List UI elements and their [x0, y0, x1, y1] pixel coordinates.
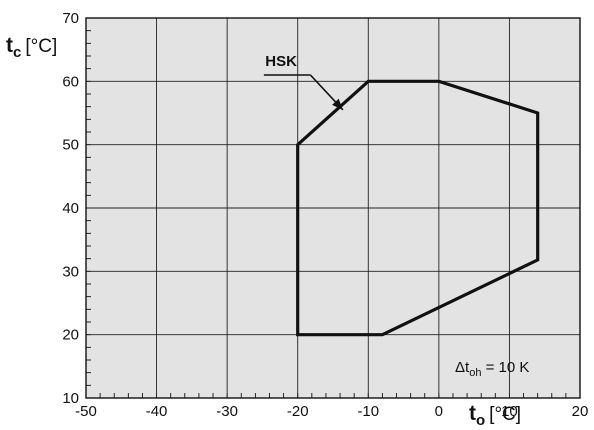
- y-axis-subscript: c: [13, 44, 21, 61]
- x-tick-label: 0: [435, 403, 443, 420]
- series-label-hsk: HSK: [265, 53, 297, 70]
- x-tick-label: 20: [572, 403, 589, 420]
- x-tick-label: -10: [357, 403, 379, 420]
- x-tick-label: -50: [75, 403, 97, 420]
- y-axis-title: tc [°C]: [6, 34, 57, 61]
- x-axis-subscript: o: [476, 412, 485, 429]
- y-tick-label: 60: [62, 73, 79, 90]
- x-tick-label: -40: [146, 403, 168, 420]
- y-tick-label: 30: [62, 263, 79, 280]
- y-tick-label: 70: [62, 10, 79, 27]
- hsk-arrowhead: [332, 98, 343, 110]
- y-tick-label: 10: [62, 390, 79, 407]
- y-tick-label: 50: [62, 137, 79, 154]
- annotation-delta: Δ: [455, 359, 465, 376]
- annotation-subscript: oh: [469, 367, 481, 379]
- x-axis-unit: [°C]: [489, 404, 521, 425]
- x-axis-symbol: t: [469, 402, 476, 425]
- y-axis-unit: [°C]: [25, 36, 57, 57]
- y-tick-label: 40: [62, 200, 79, 217]
- series-outline-hsk: [296, 79, 540, 337]
- series-layer: [296, 79, 540, 337]
- hsk-leader: [263, 74, 344, 111]
- y-tick-label: 20: [62, 327, 79, 344]
- annotation-symbol: t: [465, 359, 470, 376]
- x-tick-labels: -50 -40 -30 -20 -10 0 10 20: [75, 403, 588, 420]
- x-tick-label: -20: [287, 403, 309, 420]
- x-tick-label: 10: [501, 403, 518, 420]
- plot-frame: [85, 17, 581, 399]
- x-axis-title: to [°C]: [469, 402, 521, 429]
- superheat-annotation: Δtoh = 10 K: [455, 359, 529, 379]
- y-tick-labels: 10 20 30 40 50 60 70: [62, 10, 79, 407]
- y-axis-symbol: t: [6, 34, 13, 57]
- annotation-rest: = 10 K: [481, 359, 529, 376]
- x-tick-label: -30: [216, 403, 238, 420]
